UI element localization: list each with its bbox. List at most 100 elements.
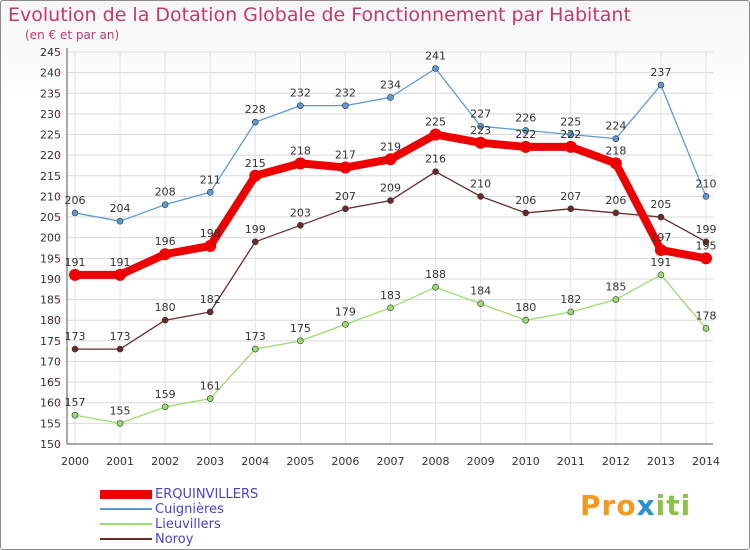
x-tick-label: 2002	[151, 455, 179, 468]
data-label-erquinvillers: 222	[515, 128, 536, 141]
data-point-cuignieres	[342, 102, 349, 109]
data-point-erquinvillers	[700, 252, 712, 265]
data-label-lieuvillers: 180	[515, 301, 536, 314]
data-label-noroy: 206	[605, 194, 626, 207]
data-label-noroy: 216	[425, 153, 446, 166]
data-point-cuignieres	[477, 122, 484, 130]
data-label-noroy: 205	[650, 198, 671, 211]
y-tick-marker	[58, 381, 60, 384]
y-tick-label: 195	[40, 252, 61, 265]
y-tick-label: 170	[40, 355, 61, 368]
data-point-erquinvillers	[384, 153, 397, 166]
data-point-noroy	[116, 345, 124, 353]
data-label-erquinvillers: 217	[335, 149, 356, 162]
data-point-lieuvillers	[477, 300, 484, 308]
data-point-noroy	[251, 238, 259, 246]
data-label-lieuvillers: 157	[65, 396, 86, 409]
y-tick-label: 200	[40, 232, 61, 245]
data-point-erquinvillers	[159, 248, 172, 261]
data-label-lieuvillers: 191	[650, 256, 671, 269]
data-point-cuignieres	[161, 201, 169, 208]
y-tick-label: 180	[40, 314, 61, 327]
data-label-erquinvillers: 218	[290, 144, 311, 157]
data-point-erquinvillers	[249, 169, 262, 182]
data-point-noroy	[161, 316, 169, 324]
data-label-cuignieres: 208	[155, 186, 176, 199]
data-label-cuignieres: 206	[65, 194, 86, 207]
data-label-lieuvillers: 161	[200, 380, 221, 393]
data-label-lieuvillers: 179	[335, 305, 356, 318]
data-point-cuignieres	[522, 127, 530, 134]
y-tick-label: 245	[40, 46, 61, 59]
data-point-lieuvillers	[522, 316, 530, 324]
data-label-noroy: 199	[696, 223, 717, 236]
legend-label-noroy: Noroy	[155, 532, 194, 547]
data-point-erquinvillers	[114, 268, 127, 281]
y-tick-marker	[58, 71, 60, 74]
data-label-erquinvillers: 197	[650, 231, 671, 244]
y-tick-marker	[58, 443, 60, 445]
y-tick-label: 160	[40, 397, 61, 410]
data-point-lieuvillers	[297, 337, 304, 345]
data-label-cuignieres: 237	[650, 66, 671, 79]
data-label-noroy: 206	[515, 194, 536, 207]
y-tick-marker	[58, 339, 60, 342]
data-point-noroy	[206, 308, 214, 316]
legend-label-cuignieres: Cuignières	[155, 502, 224, 517]
data-point-lieuvillers	[702, 325, 710, 332]
y-tick-label: 165	[40, 376, 61, 389]
data-label-noroy: 207	[560, 190, 581, 203]
data-point-erquinvillers	[654, 244, 667, 257]
y-tick-label: 240	[40, 67, 61, 80]
data-label-lieuvillers: 184	[470, 285, 491, 298]
data-point-cuignieres	[387, 94, 394, 101]
data-label-cuignieres: 232	[335, 87, 356, 100]
data-point-cuignieres	[612, 135, 620, 142]
data-label-noroy: 173	[65, 330, 86, 343]
data-label-cuignieres: 241	[425, 50, 446, 63]
data-label-cuignieres: 204	[110, 202, 131, 215]
data-point-lieuvillers	[71, 411, 79, 419]
data-point-noroy	[477, 193, 484, 200]
data-label-cuignieres: 224	[605, 120, 626, 133]
data-point-noroy	[567, 205, 575, 213]
data-label-cuignieres: 210	[696, 177, 717, 190]
y-tick-label: 150	[40, 438, 61, 451]
data-point-noroy	[387, 197, 394, 204]
y-tick-marker	[58, 277, 60, 280]
data-label-lieuvillers: 175	[290, 322, 311, 335]
data-label-lieuvillers: 188	[425, 268, 446, 281]
data-label-cuignieres: 227	[470, 107, 491, 120]
y-tick-marker	[58, 92, 60, 95]
data-point-erquinvillers	[294, 157, 307, 170]
data-label-erquinvillers: 198	[200, 227, 221, 240]
y-tick-marker	[58, 319, 60, 322]
y-tick-marker	[58, 154, 60, 157]
data-point-lieuvillers	[567, 308, 575, 316]
data-label-cuignieres: 234	[380, 78, 401, 91]
data-label-lieuvillers: 185	[605, 281, 626, 294]
data-label-erquinvillers: 219	[380, 140, 401, 153]
data-point-noroy	[522, 209, 530, 217]
data-point-lieuvillers	[161, 403, 169, 411]
data-point-noroy	[342, 205, 349, 213]
data-point-noroy	[432, 168, 439, 175]
y-tick-marker	[58, 195, 60, 198]
data-label-erquinvillers: 218	[605, 144, 626, 157]
legend-label-lieuvillers: Lieuvillers	[155, 517, 221, 532]
y-tick-label: 235	[40, 87, 61, 100]
data-point-cuignieres	[206, 188, 214, 196]
data-point-cuignieres	[567, 131, 575, 138]
data-point-cuignieres	[432, 65, 439, 72]
data-point-lieuvillers	[432, 283, 439, 291]
data-label-noroy: 209	[380, 182, 401, 195]
y-tick-marker	[58, 422, 60, 425]
data-point-lieuvillers	[342, 321, 349, 328]
data-label-erquinvillers: 196	[155, 235, 176, 248]
y-tick-marker	[58, 401, 60, 404]
legend-swatch-noroy	[100, 538, 152, 540]
data-point-noroy	[657, 213, 665, 221]
data-label-lieuvillers: 159	[155, 388, 176, 401]
data-label-erquinvillers: 195	[696, 239, 717, 252]
x-tick-label: 2011	[557, 455, 585, 468]
